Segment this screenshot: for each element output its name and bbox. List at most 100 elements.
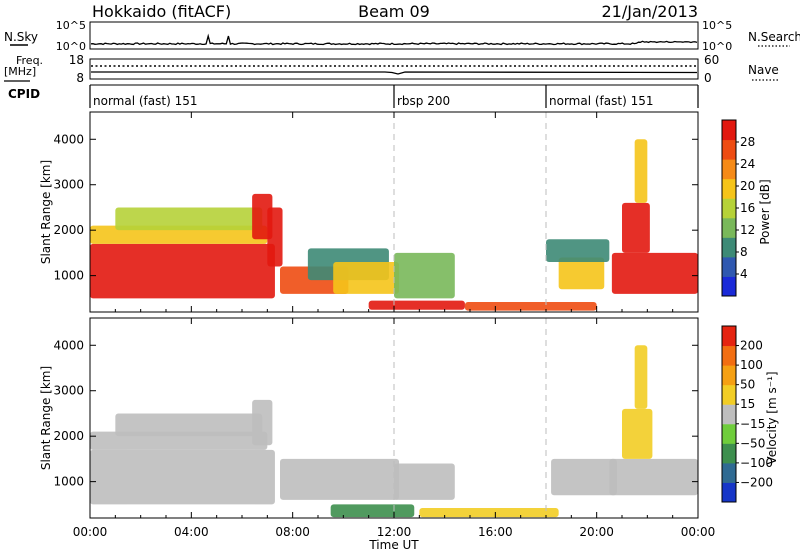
nave-tick-bottom: 0 bbox=[704, 71, 712, 85]
x-tick-2: 08:00 bbox=[275, 525, 310, 539]
power-colorbar-cell-4 bbox=[722, 198, 736, 219]
velocity-region-8 bbox=[551, 458, 617, 496]
power-colorbar-cell-6 bbox=[722, 159, 736, 180]
cpid-segment-label-2: normal (fast) 151 bbox=[549, 94, 653, 108]
power-colorbar-label: Power [dB] bbox=[758, 179, 772, 244]
power-region-7 bbox=[333, 262, 400, 294]
x-axis-label: Time UT bbox=[368, 538, 419, 552]
power-colorbar-tick-0: 28 bbox=[740, 135, 755, 149]
power-colorbar-tick-5: 8 bbox=[740, 245, 748, 259]
velocity-region-7 bbox=[419, 508, 559, 518]
power-region-2 bbox=[115, 207, 263, 231]
noise-sky-trace bbox=[90, 33, 698, 46]
velocity-region-0 bbox=[90, 449, 275, 505]
power-colorbar-cell-0 bbox=[722, 276, 736, 297]
noise-left-tick-bottom: 10^0 bbox=[56, 40, 86, 53]
velocity-colorbar-cell-2 bbox=[722, 443, 736, 464]
power-colorbar-cell-2 bbox=[722, 237, 736, 258]
power-region-8 bbox=[394, 252, 455, 299]
x-tick-3: 12:00 bbox=[377, 525, 412, 539]
velocity-colorbar-cell-4 bbox=[722, 404, 736, 425]
velocity-region-9 bbox=[609, 458, 698, 496]
nave-tick-top: 60 bbox=[704, 53, 719, 67]
power-colorbar-cell-5 bbox=[722, 178, 736, 199]
x-tick-6: 00:00 bbox=[681, 525, 716, 539]
x-tick-4: 16:00 bbox=[478, 525, 513, 539]
x-tick-5: 20:00 bbox=[579, 525, 614, 539]
noise-search-label: N.Search bbox=[748, 30, 800, 44]
velocity-region-10 bbox=[622, 408, 653, 459]
velocity-ytick-2: 3000 bbox=[53, 384, 84, 398]
power-ytick-1: 2000 bbox=[53, 223, 84, 237]
cpid-panel: CPID normal (fast) 151 rbsp 200 normal (fa… bbox=[8, 84, 699, 108]
x-tick-1: 04:00 bbox=[174, 525, 209, 539]
velocity-colorbar-cell-8 bbox=[722, 326, 736, 347]
velocity-colorbar-tick-7: −200 bbox=[740, 475, 773, 489]
power-region-4 bbox=[267, 207, 283, 267]
noise-panel: N.Sky 10^5 10^0 10^5 10^0 N.Search bbox=[4, 19, 800, 53]
power-ytick-2: 3000 bbox=[53, 178, 84, 192]
power-colorbar-cell-8 bbox=[722, 120, 736, 141]
velocity-colorbar-tick-3: 15 bbox=[740, 397, 755, 411]
power-colorbar-tick-6: 4 bbox=[740, 267, 748, 281]
velocity-colorbar-tick-4: −15 bbox=[740, 417, 765, 431]
velocity-colorbar-tick-2: 50 bbox=[740, 378, 755, 392]
power-ytick-3: 4000 bbox=[53, 132, 84, 146]
power-region-0 bbox=[90, 243, 275, 299]
freq-tick-bottom: 8 bbox=[76, 71, 84, 85]
freq-trace bbox=[91, 71, 698, 75]
cpid-segment-label-0: normal (fast) 151 bbox=[93, 94, 197, 108]
noise-left-tick-top: 10^5 bbox=[56, 19, 86, 32]
frequency-panel: Freq. [MHz] 18 8 60 0 Nave bbox=[4, 53, 779, 85]
velocity-colorbar-tick-0: 200 bbox=[740, 339, 763, 353]
noise-right-tick-bottom: 10^0 bbox=[702, 40, 732, 53]
power-region-9 bbox=[368, 300, 465, 310]
power-region-15 bbox=[634, 139, 648, 203]
velocity-ytick-3: 4000 bbox=[53, 338, 84, 352]
power-panel: 1000 2000 3000 4000 Slant Range [km] 28 24 20… bbox=[39, 111, 772, 313]
freq-label: Freq. bbox=[16, 54, 43, 67]
x-tick-0: 00:00 bbox=[73, 525, 108, 539]
velocity-colorbar-tick-1: 100 bbox=[740, 358, 763, 372]
velocity-colorbar-cell-3 bbox=[722, 423, 736, 444]
noise-right-tick-top: 10^5 bbox=[702, 19, 732, 32]
velocity-region-4 bbox=[280, 458, 400, 500]
freq-unit-label: [MHz] bbox=[4, 65, 36, 78]
power-colorbar-tick-4: 12 bbox=[740, 223, 755, 237]
date-title: 21/Jan/2013 bbox=[601, 2, 698, 21]
velocity-ytick-0: 1000 bbox=[53, 475, 84, 489]
velocity-colorbar-tick-5: −50 bbox=[740, 436, 765, 450]
power-region-10 bbox=[464, 302, 597, 311]
freq-tick-top: 18 bbox=[69, 53, 84, 67]
nave-label: Nave bbox=[748, 63, 779, 77]
velocity-region-6 bbox=[330, 504, 415, 518]
power-colorbar-tick-3: 16 bbox=[740, 201, 755, 215]
velocity-colorbar-label: Velocity [m s⁻¹] bbox=[765, 371, 779, 464]
velocity-colorbar-tick-6: −100 bbox=[740, 456, 773, 470]
velocity-region-2 bbox=[115, 413, 263, 437]
velocity-colorbar-cell-0 bbox=[722, 482, 736, 503]
station-title: Hokkaido (fitACF) bbox=[92, 2, 231, 21]
beam-title: Beam 09 bbox=[358, 2, 430, 21]
velocity-region-3 bbox=[252, 399, 273, 446]
velocity-colorbar-cell-1 bbox=[722, 462, 736, 483]
power-region-3 bbox=[252, 193, 273, 240]
velocity-colorbar-cell-6 bbox=[722, 365, 736, 386]
cpid-label: CPID bbox=[8, 87, 40, 101]
power-colorbar-tick-1: 24 bbox=[740, 157, 755, 171]
velocity-ytick-1: 2000 bbox=[53, 429, 84, 443]
power-colorbar-cell-1 bbox=[722, 256, 736, 277]
power-colorbar-tick-2: 20 bbox=[740, 179, 755, 193]
power-colorbar-cell-3 bbox=[722, 217, 736, 238]
power-region-13 bbox=[611, 252, 698, 294]
power-region-11 bbox=[558, 257, 605, 290]
power-region-14 bbox=[622, 202, 650, 253]
noise-sky-label: N.Sky bbox=[4, 30, 38, 44]
velocity-ylabel: Slant Range [km] bbox=[39, 366, 53, 470]
velocity-colorbar-cell-5 bbox=[722, 384, 736, 405]
cpid-segment-label-1: rbsp 200 bbox=[397, 94, 450, 108]
velocity-region-5 bbox=[394, 463, 455, 500]
power-colorbar-cell-7 bbox=[722, 139, 736, 160]
velocity-panel: 1000 2000 3000 4000 Slant Range [km] 200 100… bbox=[39, 317, 779, 519]
